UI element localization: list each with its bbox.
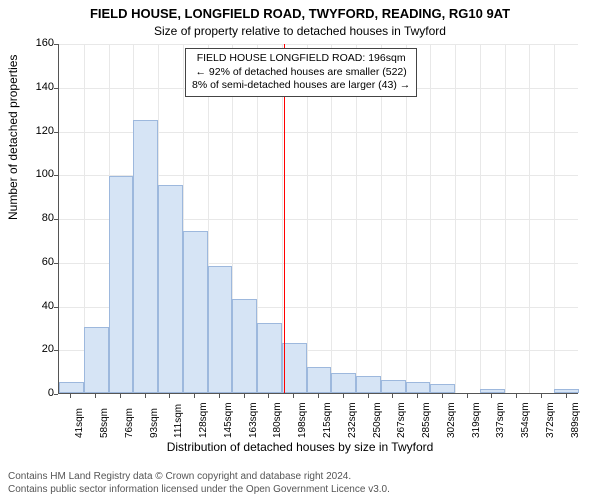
x-tick-mark — [293, 394, 294, 398]
histogram-bar — [282, 343, 307, 393]
gridline-vertical — [505, 44, 506, 393]
gridline-vertical — [455, 44, 456, 393]
histogram-bar — [183, 231, 208, 393]
annotation-line: FIELD HOUSE LONGFIELD ROAD: 196sqm — [192, 52, 410, 66]
x-tick-mark — [417, 394, 418, 398]
gridline-vertical — [554, 44, 555, 393]
annotation-line: ← 92% of detached houses are smaller (52… — [192, 66, 410, 80]
x-tick-mark — [70, 394, 71, 398]
histogram-bar — [430, 384, 455, 393]
x-tick-label: 198sqm — [297, 402, 308, 438]
x-tick-label: 250sqm — [372, 402, 383, 438]
gridline-horizontal — [59, 44, 578, 45]
x-tick-label: 41sqm — [74, 408, 85, 438]
y-tick-mark — [54, 132, 58, 133]
x-tick-mark — [541, 394, 542, 398]
x-tick-label: 389sqm — [570, 402, 581, 438]
histogram-bar — [109, 176, 134, 393]
x-tick-label: 267sqm — [396, 402, 407, 438]
y-tick-label: 80 — [14, 212, 54, 224]
footer-attribution: Contains HM Land Registry data © Crown c… — [8, 471, 592, 496]
y-tick-mark — [54, 263, 58, 264]
gridline-vertical — [480, 44, 481, 393]
x-tick-label: 111sqm — [173, 404, 184, 438]
x-tick-mark — [368, 394, 369, 398]
gridline-vertical — [430, 44, 431, 393]
x-tick-label: 93sqm — [149, 408, 160, 438]
x-tick-mark — [491, 394, 492, 398]
x-tick-mark — [169, 394, 170, 398]
y-tick-label: 160 — [14, 37, 54, 49]
y-tick-mark — [54, 307, 58, 308]
y-tick-mark — [54, 44, 58, 45]
x-tick-mark — [442, 394, 443, 398]
x-tick-mark — [318, 394, 319, 398]
y-tick-label: 20 — [14, 343, 54, 355]
x-tick-mark — [566, 394, 567, 398]
histogram-bar — [381, 380, 406, 393]
histogram-bar — [59, 382, 84, 393]
histogram-bar — [331, 373, 356, 393]
x-tick-label: 180sqm — [272, 402, 283, 438]
x-tick-mark — [145, 394, 146, 398]
x-tick-label: 372sqm — [545, 402, 556, 438]
annotation-box: FIELD HOUSE LONGFIELD ROAD: 196sqm ← 92%… — [185, 48, 417, 97]
chart-subtitle: Size of property relative to detached ho… — [0, 24, 600, 38]
x-tick-label: 337sqm — [495, 402, 506, 438]
gridline-vertical — [529, 44, 530, 393]
x-tick-label: 128sqm — [198, 402, 209, 438]
x-tick-label: 285sqm — [421, 402, 432, 438]
y-tick-label: 100 — [14, 168, 54, 180]
chart-title: FIELD HOUSE, LONGFIELD ROAD, TWYFORD, RE… — [0, 6, 600, 21]
histogram-bar — [480, 389, 505, 393]
y-tick-label: 60 — [14, 256, 54, 268]
x-tick-label: 58sqm — [99, 408, 110, 438]
x-tick-mark — [194, 394, 195, 398]
y-tick-label: 140 — [14, 81, 54, 93]
x-tick-mark — [392, 394, 393, 398]
x-axis-label: Distribution of detached houses by size … — [0, 440, 600, 454]
y-tick-mark — [54, 219, 58, 220]
histogram-bar — [84, 327, 109, 393]
x-tick-mark — [219, 394, 220, 398]
x-tick-label: 354sqm — [520, 402, 531, 438]
histogram-bar — [158, 185, 183, 393]
x-tick-mark — [467, 394, 468, 398]
histogram-bar — [307, 367, 332, 393]
histogram-bar — [133, 120, 158, 393]
y-tick-mark — [54, 350, 58, 351]
x-tick-label: 163sqm — [248, 402, 259, 438]
x-tick-mark — [268, 394, 269, 398]
y-tick-mark — [54, 88, 58, 89]
y-tick-label: 120 — [14, 125, 54, 137]
histogram-bar — [232, 299, 257, 393]
x-tick-label: 76sqm — [124, 408, 135, 438]
x-tick-label: 232sqm — [347, 402, 358, 438]
histogram-bar — [554, 389, 579, 393]
x-tick-mark — [516, 394, 517, 398]
annotation-line: 8% of semi-detached houses are larger (4… — [192, 79, 410, 93]
y-axis-label: Number of detached properties — [6, 55, 20, 220]
footer-line: Contains public sector information licen… — [8, 484, 592, 497]
x-tick-mark — [244, 394, 245, 398]
x-tick-label: 215sqm — [322, 402, 333, 438]
footer-line: Contains HM Land Registry data © Crown c… — [8, 471, 592, 484]
histogram-bar — [208, 266, 233, 393]
histogram-bar — [257, 323, 282, 393]
y-tick-mark — [54, 175, 58, 176]
x-tick-mark — [120, 394, 121, 398]
x-tick-mark — [343, 394, 344, 398]
x-tick-mark — [95, 394, 96, 398]
x-tick-label: 302sqm — [446, 402, 457, 438]
histogram-bar — [356, 376, 381, 394]
histogram-bar — [406, 382, 431, 393]
x-tick-label: 319sqm — [471, 402, 482, 438]
y-tick-label: 40 — [14, 300, 54, 312]
y-tick-label: 0 — [14, 387, 54, 399]
y-tick-mark — [54, 394, 58, 395]
x-tick-label: 145sqm — [223, 402, 234, 438]
